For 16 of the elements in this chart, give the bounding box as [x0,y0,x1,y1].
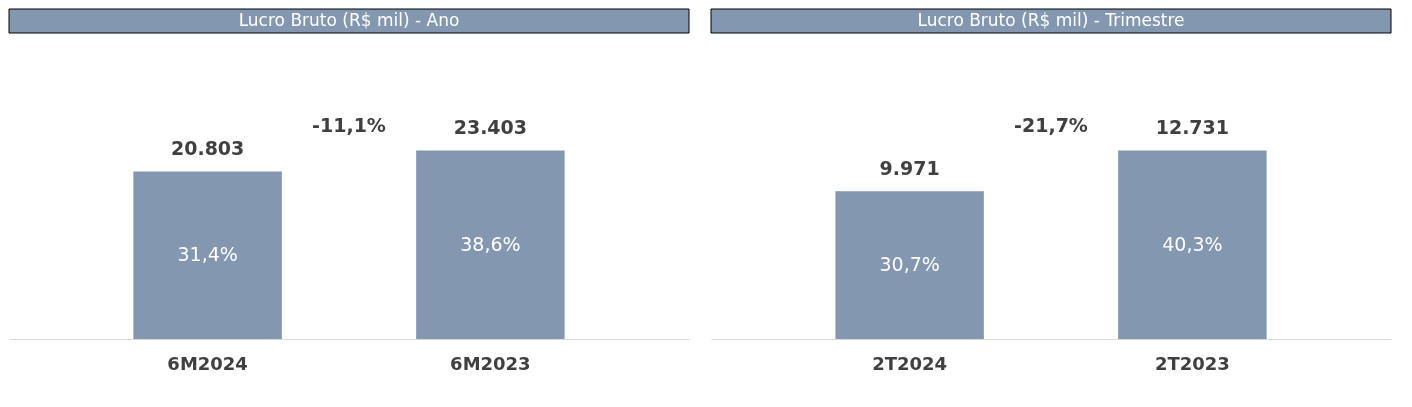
annotation: 40,3% [1162,232,1223,255]
text: -11,1% [312,113,386,136]
data-label: 12.731 [1155,116,1230,139]
data-label: 9.971 [879,157,940,180]
chart-title: Lucro Bruto (R$ mil) - Ano [238,10,460,30]
annotation: 30,7% [879,253,940,276]
data-label: 20.803 [170,137,245,160]
chart-title: Lucro Bruto (R$ mil) - Trimestre [917,10,1185,30]
annotation: 31,4% [177,243,238,266]
x-tick-label: 2T2023 [1154,352,1230,374]
annotation: 38,6% [460,232,521,255]
x-tick-label: 2T2024 [872,352,948,374]
text: -21,7% [1014,113,1088,136]
x-tick-label: 6M2024 [167,352,248,374]
data-label: 23.403 [453,116,528,139]
x-tick-label: 6M2023 [450,352,531,374]
